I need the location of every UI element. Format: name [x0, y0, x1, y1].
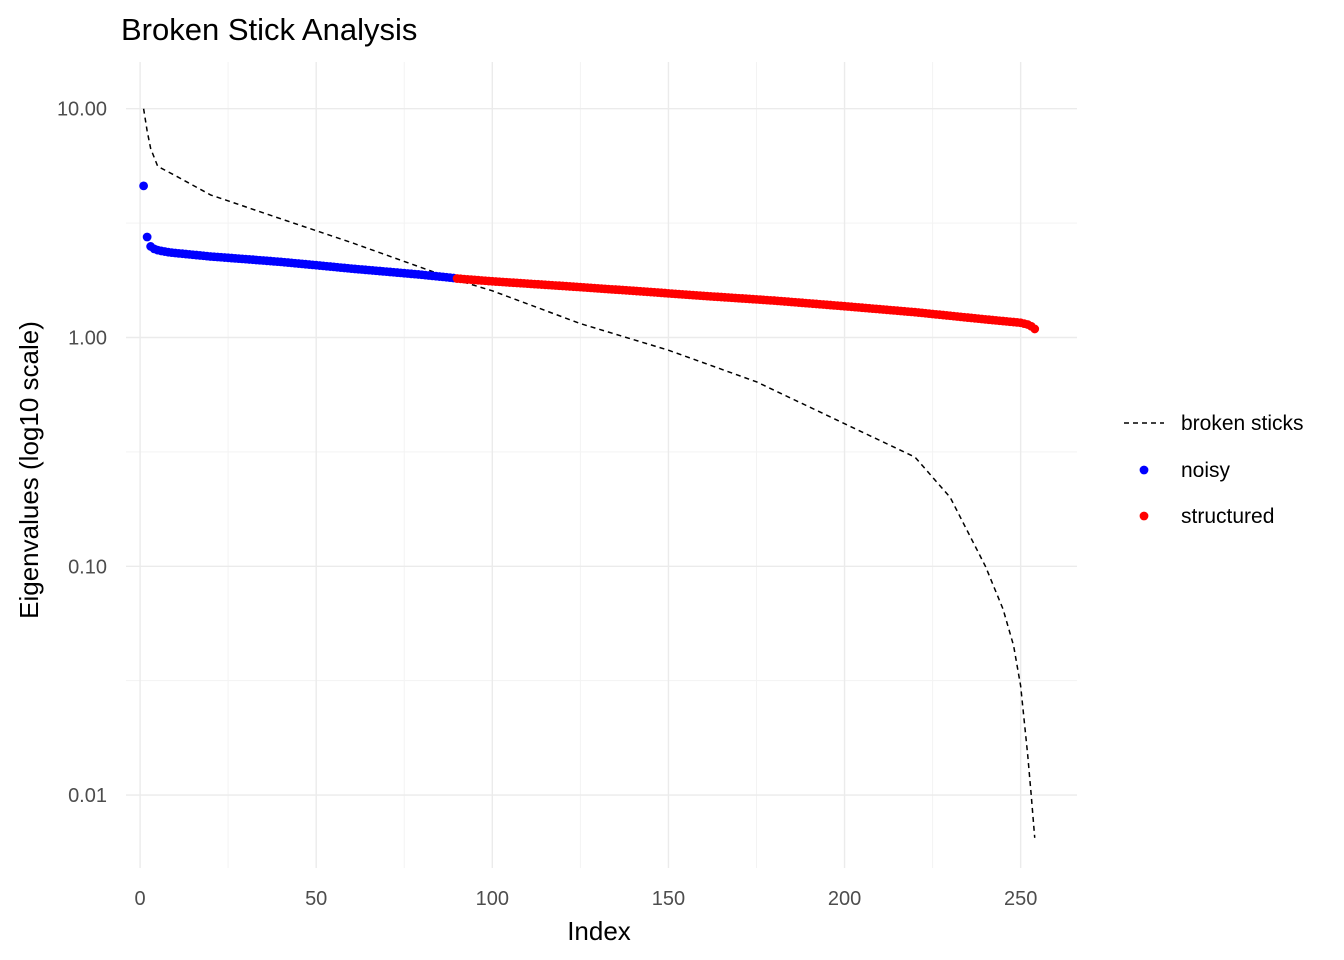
legend-key-noisy: [1139, 465, 1149, 475]
noisy-point: [142, 232, 152, 242]
chart-title: Broken Stick Analysis: [121, 12, 417, 47]
legend-label: structured: [1181, 505, 1274, 528]
y-tick-label: 0.01: [68, 785, 107, 807]
x-axis-ticks: 0 50 100 150 200 250: [135, 888, 1038, 910]
x-tick-label: 200: [828, 888, 861, 910]
plot-grid: [126, 62, 1077, 868]
legend-label: broken sticks: [1181, 412, 1304, 435]
broken-sticks-line: [142, 108, 1036, 838]
x-tick-label: 50: [305, 888, 327, 910]
x-axis-label: Index: [567, 916, 631, 946]
y-tick-label: 10.00: [57, 99, 107, 121]
x-tick-label: 250: [1004, 888, 1037, 910]
broken-sticks-layer: [142, 108, 1036, 838]
legend: broken sticks noisy structured: [1124, 412, 1304, 528]
legend-key-structured: [1139, 511, 1149, 521]
x-tick-label: 0: [135, 888, 146, 910]
x-tick-label: 150: [652, 888, 685, 910]
y-tick-label: 0.10: [68, 556, 107, 578]
y-axis-ticks: 0.01 0.10 1.00 10.00: [57, 99, 107, 807]
structured-point: [1030, 324, 1040, 334]
points-layer: [139, 181, 1040, 334]
y-tick-label: 1.00: [68, 327, 107, 349]
y-axis-label: Eigenvalues (log10 scale): [14, 321, 44, 619]
legend-label: noisy: [1181, 459, 1231, 482]
noisy-point: [139, 181, 149, 191]
x-tick-label: 100: [476, 888, 509, 910]
